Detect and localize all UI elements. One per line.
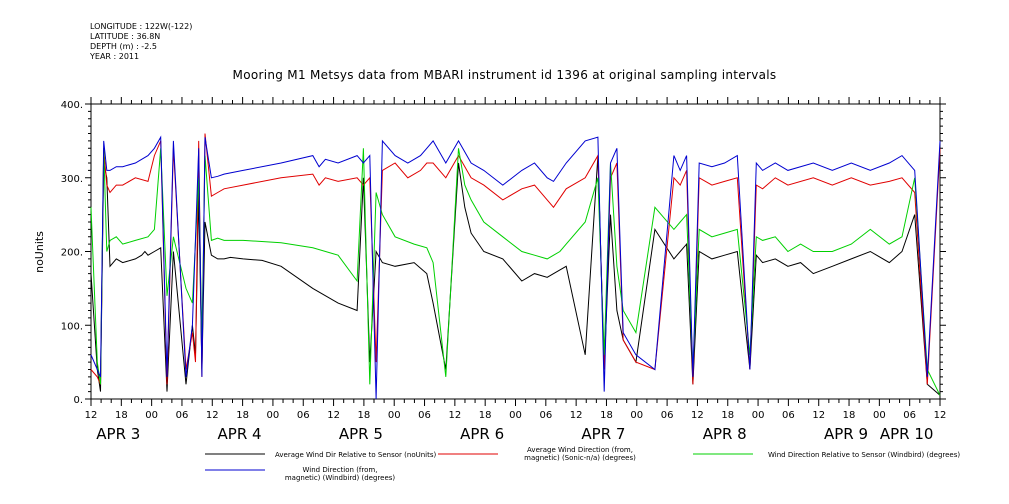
legend-label-4: Wind Direction (from, magnetic) (Windbird… — [285, 466, 396, 482]
x-day-label: APR 6 — [460, 425, 504, 443]
x-tick-label: 06 — [903, 410, 916, 421]
meta-year: YEAR : 2011 — [90, 52, 140, 61]
meta-latitude: LATITUDE : 36.8N — [90, 32, 161, 41]
x-tick-label: 00 — [388, 410, 401, 421]
x-tick-label: 12 — [85, 410, 98, 421]
x-tick-label: 18 — [843, 410, 856, 421]
y-tick-label: 400. — [61, 100, 83, 111]
y-tick-label: 0. — [73, 395, 83, 406]
x-tick-label: 06 — [297, 410, 310, 421]
chart-series — [90, 133, 941, 400]
y-tick-label: 100. — [61, 321, 83, 332]
x-tick-label: 18 — [600, 410, 613, 421]
x-tick-label: 12 — [448, 410, 461, 421]
chart-axes: 0. 100. 200. 300. 400. noUnits 12 18 00 06 12 18 00 0… — [33, 97, 946, 443]
x-day-label: APR 5 — [339, 425, 383, 443]
x-tick-label: 18 — [115, 410, 128, 421]
x-tick-label: 00 — [752, 410, 765, 421]
x-tick-label: 06 — [539, 410, 552, 421]
metadata-block: LONGITUDE : 122W(-122) LATITUDE : 36.8N … — [90, 22, 192, 62]
x-tick-label: 18 — [236, 410, 249, 421]
x-tick-label: 00 — [145, 410, 158, 421]
chart-title: Mooring M1 Metsys data from MBARI instru… — [232, 68, 777, 82]
x-day-label: APR 10 — [880, 425, 934, 443]
legend-label-2: Average Wind Direction (from, magnetic) (… — [524, 446, 636, 462]
y-tick-label: 200. — [61, 248, 83, 259]
x-tick-label: 00 — [873, 410, 886, 421]
x-tick-label: 12 — [812, 410, 825, 421]
x-tick-label: 00 — [509, 410, 522, 421]
x-tick-label: 12 — [327, 410, 340, 421]
x-tick-label: 06 — [176, 410, 189, 421]
y-axis-label: noUnits — [33, 231, 46, 273]
x-tick-label: 06 — [782, 410, 795, 421]
x-tick-label: 12 — [570, 410, 583, 421]
x-day-label: APR 7 — [581, 425, 625, 443]
x-day-label: APR 8 — [703, 425, 747, 443]
x-day-label: APR 4 — [218, 425, 262, 443]
x-day-label: APR 3 — [96, 425, 140, 443]
meta-longitude: LONGITUDE : 122W(-122) — [90, 22, 193, 31]
x-tick-label: 12 — [206, 410, 219, 421]
x-tick-label: 18 — [358, 410, 371, 421]
legend-label-3: Wind Direction Relative to Sensor (Windb… — [768, 451, 960, 459]
y-tick-label: 300. — [61, 174, 83, 185]
series-line-4 — [90, 135, 941, 400]
x-tick-label: 18 — [721, 410, 734, 421]
series-line-3 — [90, 148, 941, 396]
chart-legend: Average Wind Dir Relative to Sensor (noU… — [205, 446, 960, 482]
x-tick-label: 06 — [418, 410, 431, 421]
x-day-label: APR 9 — [824, 425, 868, 443]
x-tick-label: 12 — [934, 410, 947, 421]
x-tick-label: 00 — [267, 410, 280, 421]
x-tick-label: 00 — [630, 410, 643, 421]
x-tick-label: 18 — [479, 410, 492, 421]
x-tick-label: 06 — [661, 410, 674, 421]
x-tick-label: 12 — [691, 410, 704, 421]
legend-label-1: Average Wind Dir Relative to Sensor (noU… — [275, 451, 436, 459]
meta-depth: DEPTH (m) : -2.5 — [90, 42, 157, 51]
